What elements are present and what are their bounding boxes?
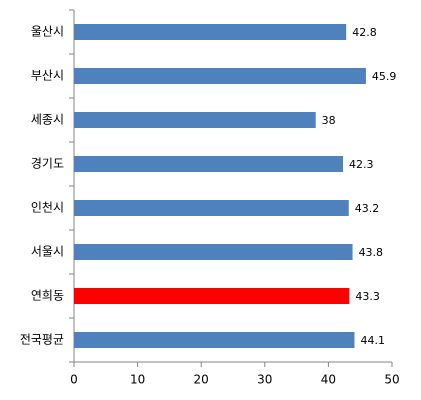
x-tick-label: 50 bbox=[384, 373, 399, 387]
y-tick-label: 서울시 bbox=[31, 245, 64, 259]
value-label: 43.2 bbox=[355, 202, 380, 215]
y-tick-label: 경기도 bbox=[31, 157, 64, 171]
bar bbox=[74, 68, 366, 84]
value-label: 38 bbox=[322, 114, 336, 127]
bar bbox=[74, 112, 316, 128]
value-label: 45.9 bbox=[372, 70, 397, 83]
value-label: 43.3 bbox=[355, 290, 380, 303]
x-tick-label: 30 bbox=[257, 373, 272, 387]
x-tick-label: 40 bbox=[321, 373, 336, 387]
value-label: 44.1 bbox=[360, 334, 385, 347]
x-tick-label: 0 bbox=[70, 373, 78, 387]
bar bbox=[74, 24, 347, 40]
bar bbox=[74, 244, 353, 260]
y-tick-label: 전국평균 bbox=[20, 333, 64, 347]
y-tick-label: 인천시 bbox=[31, 200, 64, 215]
value-label: 42.8 bbox=[352, 26, 377, 39]
y-tick-label: 연희동 bbox=[31, 289, 64, 303]
bar bbox=[74, 200, 349, 216]
x-tick-label: 20 bbox=[194, 373, 209, 387]
y-tick-label: 세종시 bbox=[31, 113, 64, 127]
value-label: 42.3 bbox=[349, 158, 374, 171]
bar bbox=[74, 332, 355, 348]
y-tick-label: 울산시 bbox=[31, 25, 64, 39]
bar bbox=[74, 156, 344, 172]
y-tick-label: 부산시 bbox=[31, 69, 64, 83]
value-label: 43.8 bbox=[359, 246, 384, 259]
bar bbox=[74, 288, 350, 304]
x-tick-label: 10 bbox=[130, 373, 145, 387]
